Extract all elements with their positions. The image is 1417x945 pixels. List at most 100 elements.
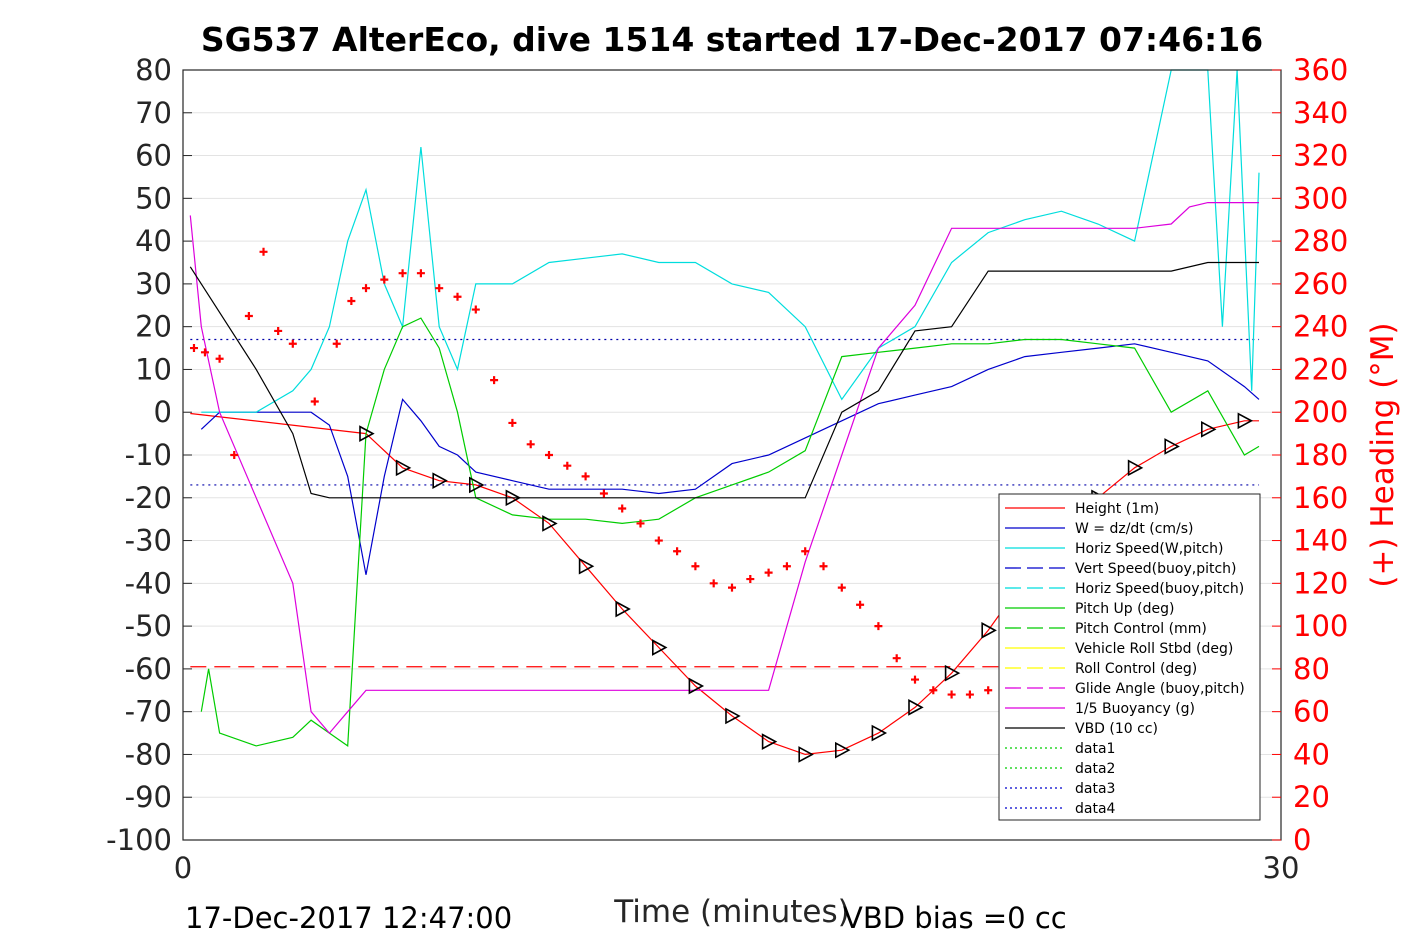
legend-label: data2 [1075,761,1115,777]
triangle-marker [908,699,924,716]
y-tick-label: 80 [135,53,172,87]
triangle-marker [871,724,888,742]
heading-point [380,275,389,284]
heading-point [398,269,407,278]
heading-point [654,536,663,545]
y-tick-label: -70 [125,695,172,729]
heading-point [984,686,993,695]
legend-label: data4 [1075,801,1116,817]
right-tick-label: 40 [1293,737,1330,771]
legend-label: Vehicle Roll Stbd (deg) [1075,641,1233,657]
heading-point [526,440,535,449]
y-tick-label: -90 [125,780,172,814]
heading-point [728,583,736,592]
y-tick-label: -100 [106,823,172,857]
legend-label: data1 [1075,741,1115,757]
triangle-marker [981,622,997,639]
triangle-marker [1237,412,1254,430]
y-tick-label: -60 [125,652,172,686]
right-tick-label: 300 [1293,181,1348,215]
triangle-marker [652,639,668,656]
series-line [201,69,1260,413]
right-tick-label: 340 [1293,96,1348,130]
chart-title: SG537 AlterEco, dive 1514 started 17-Dec… [201,20,1263,59]
heading-point [929,686,938,695]
series-line [190,412,1259,756]
footer-vbd-bias: VBD bias =0 cc [843,901,1067,935]
heading-point [310,397,319,406]
heading-point [332,339,341,348]
heading-point [691,562,700,571]
heading-point [508,418,517,427]
heading-point [746,575,755,584]
right-tick-label: 0 [1293,823,1311,857]
y-tick-label: -50 [125,609,172,643]
triangle-marker [798,746,814,763]
triangle-marker [835,741,851,759]
triangle-marker [505,489,522,507]
triangle-marker [432,472,448,490]
y-tick-label: 20 [135,310,172,344]
heading-point [911,675,919,684]
heading-point [200,348,209,357]
heading-point [965,690,974,699]
legend-label: Vert Speed(buoy,pitch) [1075,561,1237,577]
right-tick-label: 60 [1293,695,1330,729]
legend-label: W = dz/dt (cm/s) [1075,521,1194,537]
triangle-marker [1164,438,1180,455]
right-tick-label: 120 [1293,566,1348,600]
heading-point [230,451,239,459]
heading-point [764,568,773,577]
triangle-marker [469,476,485,494]
triangle-marker [542,515,558,532]
right-tick-label: 160 [1293,481,1348,515]
y-tick-label: 40 [135,224,172,258]
heading-point [259,247,268,256]
heading-point [215,354,224,363]
triangle-marker [944,664,961,682]
legend-label: Glide Angle (buoy,pitch) [1075,681,1245,697]
y-tick-label: -20 [125,481,172,515]
triangle-marker [1127,459,1144,477]
right-tick-label: 20 [1293,780,1330,814]
heading-point [856,600,865,609]
y-tick-label: 60 [135,139,172,173]
y-tick-label: 70 [135,96,172,130]
legend-label: Horiz Speed(W,pitch) [1075,541,1223,557]
series-line [189,261,1259,499]
triangle-marker [395,459,412,477]
heading-point [435,284,444,293]
y-tick-label: 30 [135,267,172,301]
heading-point [709,579,718,588]
triangle-marker [725,707,741,725]
heading-point [545,451,553,459]
heading-point [563,461,572,470]
heading-point [618,504,627,513]
y-tick-label: -30 [125,524,172,558]
heading-point [947,690,956,699]
heading-point [471,305,480,314]
heading-point [347,297,356,305]
right-tick-label: 260 [1293,267,1348,301]
legend-label: VBD (10 cc) [1075,721,1158,737]
heading-point [189,344,198,353]
heading-point [581,472,590,481]
right-tick-label: 280 [1293,224,1348,258]
heading-point [362,284,370,293]
triangle-marker [1201,420,1217,438]
legend-label: Height (1m) [1075,501,1159,517]
right-tick-label: 80 [1293,652,1330,686]
x-tick-label: 30 [1263,851,1300,885]
heading-point [288,339,297,348]
series-line [200,343,1260,575]
legend-label: Horiz Speed(buoy,pitch) [1075,581,1244,597]
right-tick-label: 200 [1293,395,1348,429]
legend-label: Roll Control (deg) [1075,661,1197,677]
y-tick-label: 50 [135,181,172,215]
series-line [189,202,1259,735]
triangle-marker [761,733,778,750]
right-tick-label: 320 [1293,139,1348,173]
triangle-marker [359,425,375,442]
legend-label: data3 [1075,781,1115,797]
